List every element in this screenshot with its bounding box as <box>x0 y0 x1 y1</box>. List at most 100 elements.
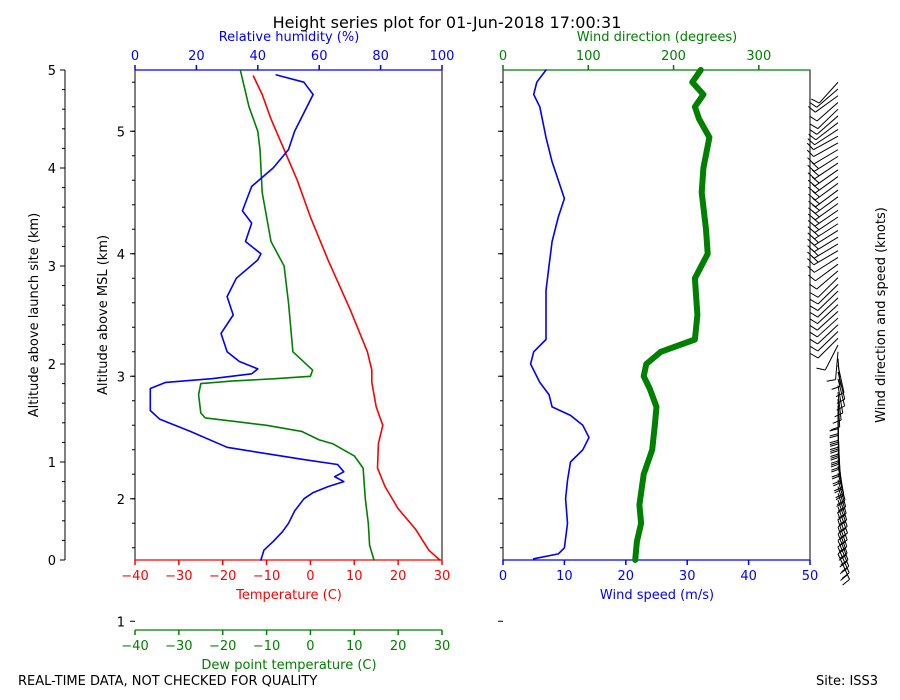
wind-barb-flag <box>830 461 840 466</box>
wind-barb-flag <box>826 379 836 382</box>
wind-barbs <box>806 81 850 586</box>
dewpoint-tick-label: 30 <box>434 639 451 654</box>
wind-barb-shaft <box>817 304 839 324</box>
wind-barb-flag <box>829 441 839 446</box>
wind-frame <box>502 69 811 561</box>
wind-barb-flag <box>809 311 818 318</box>
wind-barb-flag <box>837 521 846 528</box>
dewpoint-tick-label: 0 <box>306 639 314 654</box>
wind-barb-shaft <box>837 392 842 421</box>
rh-tick-label: 60 <box>311 49 328 64</box>
agl-tick-label: 4 <box>48 162 56 177</box>
wind-barb-shaft <box>817 108 839 130</box>
dewpoint-tick-label: 10 <box>346 639 363 654</box>
agl-tick-label: 5 <box>48 64 56 79</box>
wind-barb-shaft <box>817 297 839 318</box>
wind-barb-flag <box>835 493 844 499</box>
wind-barb-flag <box>829 439 839 444</box>
wind-barb-flag <box>836 508 845 514</box>
wind-barb-shaft <box>817 277 839 298</box>
thermo-frame <box>134 69 443 561</box>
msl-tick-label: 1 <box>117 615 125 630</box>
y-label-agl: Altitude above launch site (km) <box>27 213 42 417</box>
msl-tick-label: 3 <box>117 370 125 385</box>
wind-barb-flag <box>838 512 847 519</box>
wind-barb-flag <box>836 405 845 411</box>
dewpoint-tick-label: −30 <box>165 639 192 654</box>
wind-panel: 0 10 20 30 40 50 0 100 200 300 <box>498 49 818 622</box>
agl-tick-label: 3 <box>48 260 56 275</box>
wind-barb-flag <box>830 463 840 468</box>
series-dew-point-temperature <box>197 69 375 561</box>
wind-barb-shaft <box>837 358 841 387</box>
agl-tick-label: 0 <box>48 554 56 569</box>
series-wind-speed <box>529 69 590 560</box>
rh-tick-label: 0 <box>131 49 139 64</box>
wind-barb-flag <box>837 506 846 512</box>
wind-barb-flag <box>830 456 840 461</box>
wind-barb-shaft <box>816 310 839 331</box>
wind-barb-shaft <box>814 257 839 273</box>
wind-barb-shaft <box>816 317 839 338</box>
wind-barb-shaft <box>817 290 839 311</box>
wind-barb-shaft <box>813 135 839 151</box>
temp-tick-label: −20 <box>209 569 236 584</box>
wind-barb-shaft <box>814 223 839 240</box>
wind-barb-flag <box>809 283 817 290</box>
msl-tick-label: 5 <box>117 125 125 140</box>
wind-barb-flag <box>807 172 816 180</box>
wind-barb-flag <box>838 527 847 534</box>
wind-barb-flag <box>837 548 846 555</box>
dir-tick-label: 200 <box>661 49 686 64</box>
wind-barb-flag <box>833 486 843 492</box>
temp-tick-label: 30 <box>434 569 451 584</box>
msl-tick-label: 4 <box>117 248 125 263</box>
wind-barb-shaft <box>816 102 839 122</box>
wind-barb-shaft <box>837 385 844 414</box>
wind-barb-flag <box>839 567 848 575</box>
x-label-wind-speed: Wind speed (m/s) <box>600 588 714 603</box>
wind-barb-flag <box>808 193 816 201</box>
wind-barb-flag <box>830 455 840 459</box>
rh-tick-label: 80 <box>372 49 389 64</box>
wind-barb-flag <box>808 106 816 113</box>
wind-barb-flag <box>830 460 840 464</box>
temp-tick-label: 0 <box>306 569 314 584</box>
wind-barb-flag <box>809 345 819 352</box>
wind-barb-flag <box>838 554 847 561</box>
wind-barb-flag <box>807 258 815 266</box>
rh-tick-label: 100 <box>430 49 455 64</box>
wind-barb-shaft <box>824 344 839 371</box>
wind-barb-shaft <box>815 95 839 113</box>
wind-barb-flag <box>809 331 818 338</box>
wind-barb-shaft <box>817 284 839 305</box>
wind-barb-shaft <box>814 176 839 194</box>
wind-barb-flag <box>810 292 819 298</box>
dir-tick-label: 300 <box>746 49 771 64</box>
wind-barb-flag <box>839 546 848 553</box>
wind-barb-shaft <box>817 331 839 352</box>
wind-barb-flag <box>809 318 818 325</box>
wind-barb-shaft <box>813 250 839 266</box>
wind-barb-flag <box>830 448 839 452</box>
wind-barb-shaft <box>815 182 839 201</box>
wind-barb-flag <box>829 434 839 439</box>
wind-barb-shaft <box>814 216 839 233</box>
wind-barb-flag <box>808 274 816 282</box>
wind-barb-shaft <box>813 149 839 165</box>
wind-barb-flag <box>839 539 848 546</box>
wind-barb-flag <box>806 142 814 150</box>
wind-barb-flag <box>807 251 815 259</box>
wind-barb-shaft <box>814 169 839 187</box>
wind-barb-flag <box>807 226 816 233</box>
temp-tick-label: −30 <box>165 569 192 584</box>
wind-barb-flag <box>807 238 815 246</box>
dewpoint-tick-label: −20 <box>209 639 236 654</box>
x-label-wind-direction: Wind direction (degrees) <box>577 30 737 45</box>
wind-barb-flag <box>838 519 847 526</box>
wind-barb-flag <box>839 561 848 568</box>
series-wind-direction <box>632 67 713 563</box>
dir-tick-label: 100 <box>576 49 601 64</box>
temp-tick-label: −10 <box>253 569 280 584</box>
wind-barb-flag <box>807 219 816 227</box>
